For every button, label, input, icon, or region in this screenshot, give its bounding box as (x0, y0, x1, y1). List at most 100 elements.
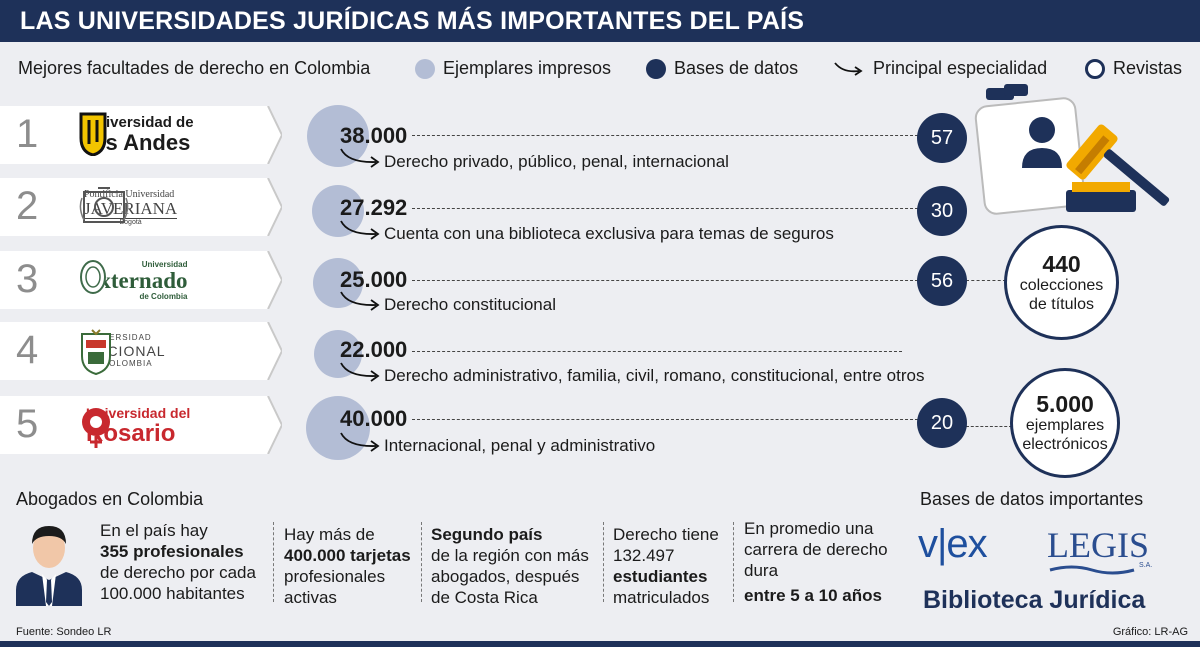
stat5-line-d: entre 5 a 10 años (744, 586, 882, 605)
electronic-number: 5.000 (1036, 391, 1094, 417)
stat-students: Derecho tiene 132.497 estudiantes matric… (613, 524, 719, 608)
stat3-line-d: de Costa Rica (431, 588, 538, 607)
stat2-line-a: Hay más de (284, 525, 375, 544)
curved-arrow-icon (834, 61, 863, 76)
stat-duration: En promedio una carrera de derecho dura … (744, 518, 888, 606)
electronic-circle: 5.000 ejemplares electrónicos (1010, 368, 1120, 478)
biblioteca-logo: Biblioteca Jurídica (923, 586, 1146, 614)
card-shape (0, 322, 282, 380)
stat3-line-b: de la región con más (431, 546, 589, 565)
stat3-line-a: Segundo país (431, 525, 543, 544)
printed-bubble-4 (314, 330, 362, 378)
stat-divider (603, 522, 604, 602)
book-gavel-illustration-icon (974, 84, 1170, 215)
logo-externado: Universidad Externado de Colombia (78, 257, 248, 303)
stat2-line-d: activas (284, 588, 337, 607)
nacional-crest-icon (81, 329, 111, 376)
subtitle: Mejores facultades de derecho en Colombi… (18, 58, 371, 78)
curved-arrow-icon (340, 432, 380, 452)
dark-circle-icon (646, 58, 666, 79)
logo-line1: Universidad del (86, 404, 191, 421)
row-connector-5b (966, 426, 1012, 427)
card-shape (0, 178, 282, 236)
collections-circle: 440 colecciones de títulos (1004, 225, 1119, 340)
legis-logo: LEGIS (1047, 525, 1149, 565)
curved-arrow-icon (340, 148, 380, 168)
specialty-5: Internacional, penal y administrativo (384, 436, 656, 455)
externado-seal-icon (80, 260, 106, 294)
rank-number: 5 (16, 402, 39, 446)
db-title: Bases de datos importantes (920, 489, 1144, 509)
rosario-crest-icon (82, 408, 110, 448)
electronic-line1: ejemplares (1025, 417, 1105, 434)
legend-printed: Ejemplares impresos (415, 58, 611, 79)
card-shape (0, 106, 282, 164)
logo-line3: DE COLOMBIA (86, 359, 153, 368)
printed-count-2: 27.292 (340, 195, 408, 220)
logo-line1: UNIVERSIDAD (86, 333, 152, 342)
specialty-1: Derecho privado, público, penal, interna… (384, 152, 729, 171)
credit-note: Gráfico: LR-AG (1112, 626, 1188, 638)
stat-professionals: En el país hay 355 profesionales de dere… (100, 520, 256, 604)
stat4-line-b: 132.497 (613, 546, 675, 565)
databases-count-2: 30 (917, 186, 967, 236)
footer-bar (0, 641, 1200, 647)
logo-line1: Universidad (141, 259, 188, 269)
stat-cards: Hay más de 400.000 tarjetas profesionale… (284, 524, 411, 608)
rank-card-4: 4 UNIVERSIDAD NACIONAL DE COLOMBIA (0, 322, 282, 380)
row-connector-3 (412, 280, 918, 281)
stat1-line-c: de derecho por cada (100, 563, 256, 582)
legend-specialty: Principal especialidad (833, 58, 1047, 79)
stat5-line-b: carrera de derecho (744, 540, 888, 559)
curved-arrow-icon (340, 220, 380, 240)
printed-count-4: 22.000 (340, 337, 408, 362)
stat2-line-c: profesionales (284, 567, 386, 586)
row-connector-3b (966, 280, 1006, 281)
logo-andes: Universidad de los Andes (78, 112, 248, 158)
printed-count-5: 40.000 (340, 406, 408, 431)
stat5-line-c: dura (744, 561, 779, 580)
stat2-line-b: 400.000 tarjetas (284, 546, 411, 565)
lawyer-avatar-icon (16, 526, 82, 606)
row-connector-1 (412, 135, 918, 136)
rank-card-3: 3 Universidad Externado de Colombia (0, 251, 282, 309)
collections-number: 440 (1042, 250, 1081, 277)
row-connector-5 (412, 419, 918, 420)
legend-printed-label: Ejemplares impresos (443, 58, 612, 78)
header-bar: LAS UNIVERSIDADES JURÍDICAS MÁS IMPORTAN… (0, 0, 1200, 42)
stat4-line-d: matriculados (613, 588, 710, 607)
ring-circle-icon (1085, 58, 1105, 79)
rank-number: 2 (16, 184, 39, 228)
collections-line2: de títulos (1029, 295, 1094, 313)
logo-line2: JAVERIANA (84, 198, 178, 219)
stat1-line-d: 100.000 habitantes (100, 584, 245, 603)
stat-region: Segundo país de la región con más abogad… (431, 524, 589, 608)
row-connector-4 (412, 351, 902, 352)
stat4-line-c: estudiantes (613, 567, 708, 586)
row-connector-2 (412, 208, 918, 209)
logo-rosario: Universidad del Rosario (78, 402, 248, 448)
legend-databases: Bases de datos (646, 58, 798, 79)
curved-arrow-icon (340, 362, 380, 382)
electronic-line2: electrónicos (1022, 436, 1108, 453)
printed-bubble-2 (312, 185, 364, 237)
logo-nacional: UNIVERSIDAD NACIONAL DE COLOMBIA (78, 328, 248, 376)
page-title: LAS UNIVERSIDADES JURÍDICAS MÁS IMPORTAN… (20, 7, 805, 35)
legend-journals: Revistas (1085, 58, 1182, 79)
stat1-line-a: En el país hay (100, 521, 208, 540)
vlex-logo: v|ex (918, 522, 988, 566)
curved-arrow-icon (340, 291, 380, 311)
andes-shield-icon (79, 112, 107, 156)
printed-bubble-1 (307, 105, 369, 167)
rank-card-2: 2 Pontificia Universidad JAVERIANA Bogot… (0, 178, 282, 236)
legend-journals-label: Revistas (1113, 58, 1183, 78)
collections-line1: colecciones (1019, 276, 1104, 294)
rank-card-5: 5 Universidad del Rosario (0, 396, 282, 454)
stat5-line-a: En promedio una (744, 519, 874, 538)
specialty-3: Derecho constitucional (384, 295, 556, 314)
source-note: Fuente: Sondeo LR (16, 626, 112, 638)
legend-specialty-label: Principal especialidad (873, 58, 1048, 78)
databases-count-1: 57 (917, 113, 967, 163)
light-circle-icon (415, 58, 435, 79)
rank-card-1: 1 Universidad de los Andes (0, 106, 282, 164)
